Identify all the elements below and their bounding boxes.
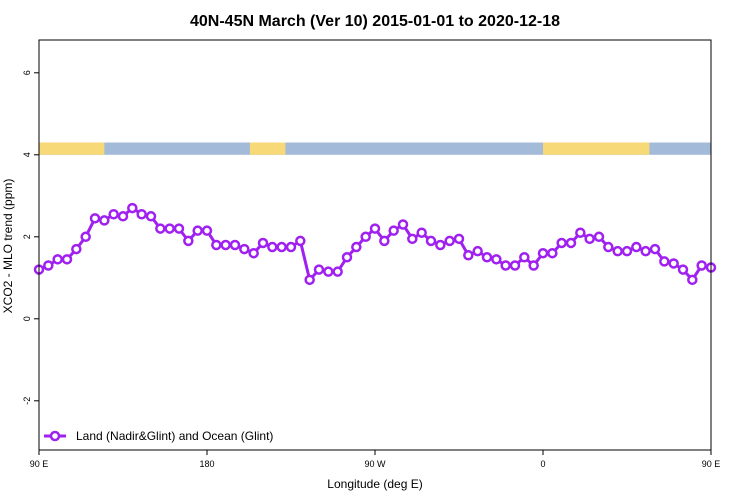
x-tick-label: 0 (540, 459, 545, 469)
data-point (313, 264, 325, 275)
data-point (687, 274, 698, 286)
data-point (509, 260, 521, 271)
y-tick-label: -2 (22, 397, 32, 405)
data-point (631, 241, 642, 253)
data-point (145, 211, 157, 222)
data-point (229, 239, 241, 251)
data-point (360, 231, 371, 243)
data-point (407, 233, 418, 245)
data-point (183, 235, 194, 247)
data-point (537, 247, 549, 259)
legend-point-marker (49, 430, 61, 442)
legend: Land (Nadir&Glint) and Ocean (Glint) (44, 429, 273, 443)
legend-entry-label: Land (Nadir&Glint) and Ocean (Glint) (76, 429, 273, 443)
data-point (491, 254, 502, 265)
data-point (248, 247, 259, 259)
data-point (80, 231, 91, 243)
y-axis: -2 0 2 4 6 (22, 70, 39, 405)
data-point (388, 225, 399, 236)
data-point (696, 260, 707, 271)
data-point (416, 227, 427, 238)
x-tick-label: 90 E (702, 459, 721, 469)
data-point (295, 235, 306, 247)
data-point (155, 223, 166, 234)
data-point (173, 223, 185, 234)
data-point (472, 245, 483, 257)
x-axis: 90 E 180 90 W 0 90 E (30, 450, 721, 469)
data-point (575, 227, 586, 238)
land-segment (39, 142, 105, 155)
data-point (640, 245, 651, 257)
data-point (500, 260, 511, 271)
data-point (397, 219, 409, 230)
data-point (201, 225, 213, 236)
y-tick-label: 4 (22, 152, 32, 157)
data-point (89, 213, 101, 224)
data-point (444, 235, 455, 247)
data-point (211, 239, 222, 251)
data-point (351, 241, 362, 253)
y-axis-label: XCO2 - MLO trend (ppm) (1, 179, 15, 314)
data-point (239, 243, 250, 255)
data-point (584, 233, 595, 245)
land-ocean-strip (39, 142, 711, 155)
x-tick-label: 180 (199, 459, 214, 469)
x-axis-label: Longitude (deg E) (327, 477, 422, 491)
data-point (276, 241, 287, 253)
data-point (519, 252, 530, 263)
data-point (435, 239, 446, 251)
data-point (593, 231, 605, 243)
data-point (528, 260, 539, 271)
data-point (304, 274, 315, 286)
data-point (323, 266, 334, 277)
data-point (43, 260, 54, 271)
data-point (341, 252, 353, 263)
data-point (668, 258, 679, 269)
data-point (108, 209, 119, 220)
x-tick-label: 90 W (364, 459, 386, 469)
data-point (71, 243, 82, 255)
y-tick-label: 2 (22, 234, 32, 239)
land-segment (543, 142, 650, 155)
y-tick-label: 0 (22, 316, 32, 321)
data-point (659, 256, 670, 267)
land-segment (249, 142, 286, 155)
data-point (164, 223, 175, 234)
chart-title: 40N-45N March (Ver 10) 2015-01-01 to 202… (190, 13, 560, 30)
data-point (220, 239, 231, 251)
data-point (61, 254, 73, 265)
data-point (285, 241, 297, 253)
data-point (379, 235, 390, 247)
data-point (99, 215, 110, 226)
data-point (565, 237, 577, 249)
data-point (463, 250, 474, 261)
data-point (556, 237, 567, 249)
data-point (612, 245, 623, 257)
data-point (547, 247, 558, 259)
data-point (649, 243, 661, 255)
data-point (332, 266, 343, 277)
data-point (257, 237, 269, 249)
series-layer (33, 202, 717, 286)
data-point (481, 252, 493, 263)
data-point (192, 225, 203, 236)
data-point (425, 235, 437, 247)
data-point (369, 223, 381, 234)
data-point (136, 209, 147, 220)
data-point (677, 264, 689, 275)
data-point (127, 202, 138, 214)
x-tick-label: 90 E (30, 459, 49, 469)
data-point (52, 254, 63, 265)
data-point (603, 241, 614, 253)
data-point (117, 211, 129, 222)
data-point (267, 241, 278, 253)
data-point (621, 245, 633, 257)
y-tick-label: 6 (22, 70, 32, 75)
data-point (453, 233, 465, 245)
